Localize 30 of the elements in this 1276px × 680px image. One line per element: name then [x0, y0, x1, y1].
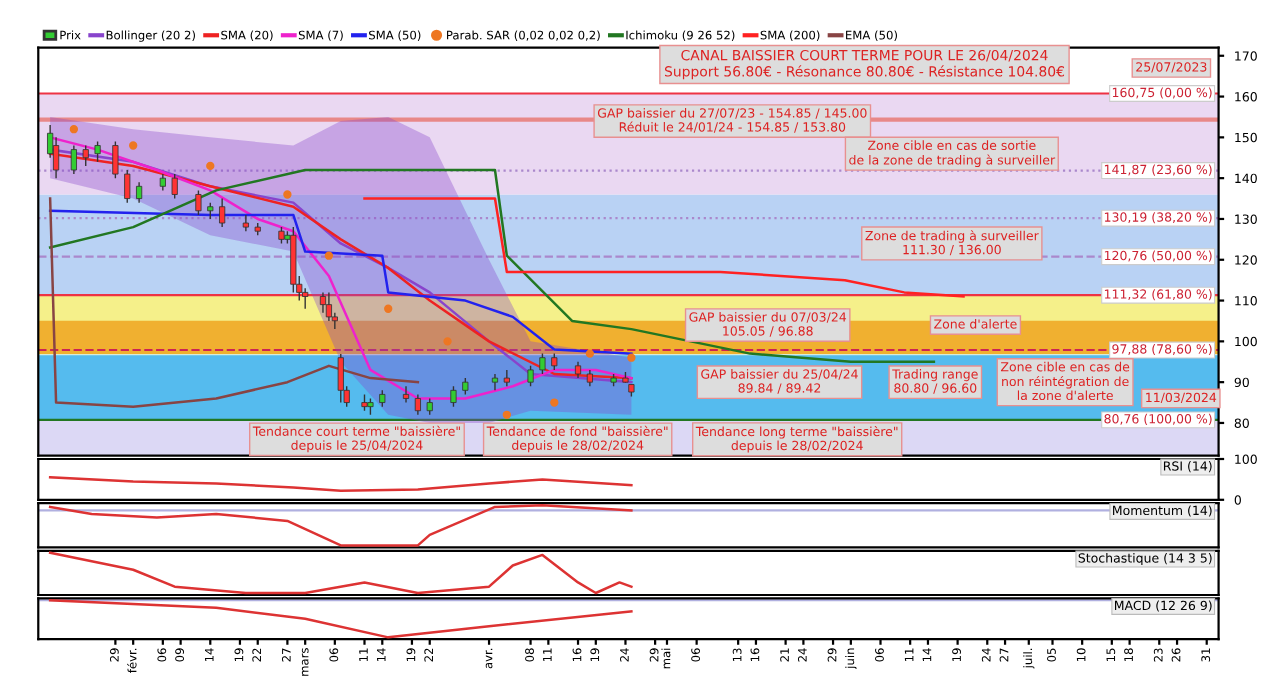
point: [384, 304, 393, 313]
candlestick: [414, 393, 421, 416]
point: [585, 349, 595, 358]
point: [324, 251, 334, 260]
candlestick: [402, 385, 410, 404]
line-series: [48, 197, 420, 408]
candlestick: [195, 189, 202, 216]
line-series: [48, 476, 633, 493]
point: [443, 337, 452, 346]
point: [502, 410, 512, 419]
candlestick: [527, 365, 534, 387]
candlestick: [337, 353, 344, 404]
candlestick: [539, 352, 546, 375]
candlestick: [70, 144, 77, 175]
point: [206, 161, 215, 171]
point: [627, 353, 636, 362]
candlestick: [450, 385, 457, 408]
candlestick: [112, 140, 119, 179]
candlestick: [94, 140, 101, 163]
candlestick: [124, 169, 131, 204]
candlestick: [219, 197, 226, 228]
candlestick: [136, 181, 143, 204]
candlestick: [82, 144, 89, 167]
point: [283, 190, 292, 199]
candlestick: [319, 291, 327, 314]
point: [550, 398, 559, 407]
point: [69, 125, 79, 134]
candlestick: [325, 291, 332, 322]
point: [129, 141, 138, 150]
candlestick: [171, 173, 178, 200]
